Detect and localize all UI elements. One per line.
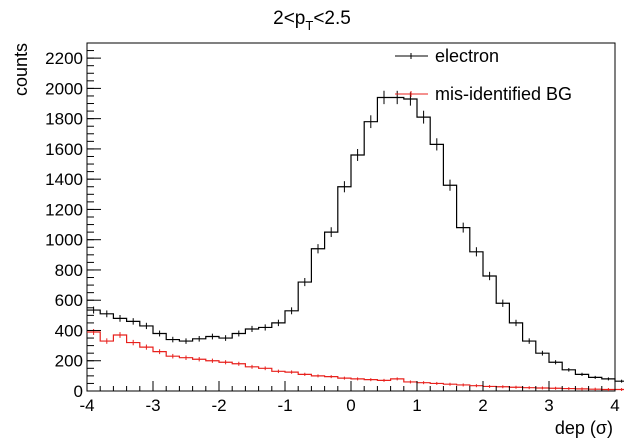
series-line-0 bbox=[87, 96, 624, 382]
x-tick-label: 2 bbox=[478, 396, 487, 415]
chart-title-rest: <2.5 bbox=[313, 8, 351, 29]
y-tick-label: 0 bbox=[74, 382, 83, 401]
y-tick-label: 2200 bbox=[45, 49, 83, 68]
y-tick-label: 600 bbox=[55, 291, 83, 310]
y-tick-label: 400 bbox=[55, 321, 83, 340]
y-tick-label: 800 bbox=[55, 261, 83, 280]
series-0 bbox=[87, 90, 624, 383]
legend: electron mis-identified BG bbox=[395, 46, 572, 104]
x-tick-label: 3 bbox=[544, 396, 553, 415]
x-axis-label: dep (σ) bbox=[555, 418, 613, 438]
y-tick-label: 1400 bbox=[45, 170, 83, 189]
x-tick-label: 0 bbox=[346, 396, 355, 415]
x-axis: -4 -3 -2 -1 0 1 2 3 4 bbox=[79, 381, 620, 415]
series-1 bbox=[87, 329, 624, 391]
x-tick-label: -2 bbox=[211, 396, 226, 415]
x-tick-label: -1 bbox=[277, 396, 292, 415]
y-tick-label: 1800 bbox=[45, 110, 83, 129]
series-line-1 bbox=[87, 331, 624, 391]
x-tick-label: 1 bbox=[412, 396, 421, 415]
chart-title-subscript: T bbox=[305, 18, 313, 33]
y-tick-label: 1600 bbox=[45, 140, 83, 159]
y-axis-label: counts bbox=[11, 43, 31, 96]
x-tick-label: 4 bbox=[610, 396, 619, 415]
y-tick-label: 1200 bbox=[45, 200, 83, 219]
legend-label-electron: electron bbox=[435, 46, 499, 66]
chart-title-main: 2<p bbox=[273, 8, 305, 29]
y-tick-label: 2000 bbox=[45, 79, 83, 98]
y-tick-label: 200 bbox=[55, 352, 83, 371]
x-tick-label: -3 bbox=[145, 396, 160, 415]
chart-title: 2<pT<2.5 bbox=[273, 8, 351, 33]
x-tick-label: -4 bbox=[79, 396, 94, 415]
y-tick-label: 1000 bbox=[45, 231, 83, 250]
y-axis: 0 200 400 600 800 1000 1200 1400 1600 1800 2000 220… bbox=[45, 42, 101, 401]
series-layer bbox=[87, 90, 624, 391]
legend-label-bg: mis-identified BG bbox=[435, 84, 572, 104]
